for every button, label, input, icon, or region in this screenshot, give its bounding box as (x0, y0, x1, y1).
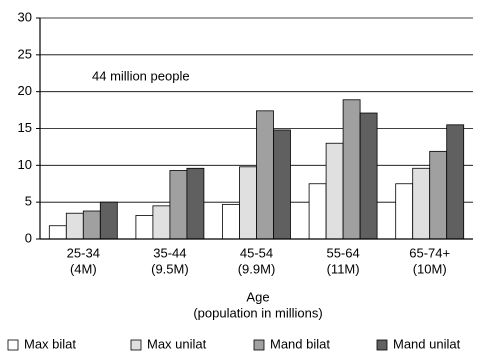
y-tick-label: 5 (25, 194, 32, 209)
y-tick-label: 30 (18, 9, 32, 24)
y-tick-label: 15 (18, 120, 32, 135)
bar (256, 110, 274, 240)
legend-swatch (253, 339, 265, 351)
legend-swatch (130, 339, 142, 351)
bar (239, 166, 257, 240)
x-tick-label: (10M) (413, 261, 447, 276)
x-tick-label: 65-74+ (409, 245, 450, 260)
x-tick-label: 45-54 (240, 245, 273, 260)
x-axis-label: (population in millions) (193, 305, 322, 320)
bar (99, 201, 118, 240)
y-tick-label: 10 (18, 157, 32, 172)
x-tick-label: (9.9M) (238, 261, 276, 276)
x-tick-label: (4M) (70, 261, 97, 276)
bar (412, 167, 431, 240)
legend-label: Max bilat (24, 336, 76, 351)
x-tick-label: 35-44 (153, 245, 186, 260)
y-tick-label: 25 (18, 46, 32, 61)
bar (135, 215, 154, 240)
bar (325, 142, 344, 240)
annotation: 44 million people (92, 68, 190, 83)
bar (222, 203, 240, 240)
x-tick-label: 25-34 (67, 245, 100, 260)
bar (359, 112, 378, 240)
x-axis-label: Age (246, 289, 269, 304)
y-tick-label: 20 (18, 83, 32, 98)
bar (65, 212, 84, 240)
bar (273, 129, 291, 240)
x-tick-label: 55-64 (326, 245, 359, 260)
bar (152, 205, 171, 240)
bar (308, 183, 327, 240)
bar (186, 167, 205, 240)
x-tick-label: (11M) (327, 261, 360, 276)
bar (48, 225, 67, 240)
bar (446, 124, 465, 240)
bar (342, 99, 361, 240)
bar (82, 210, 101, 240)
y-tick-label: 0 (25, 230, 32, 245)
bar (169, 170, 188, 240)
bar (395, 183, 414, 240)
legend-label: Max unilat (147, 336, 207, 351)
legend-label: Mand bilat (270, 336, 330, 351)
legend-label: Mand unilat (393, 336, 461, 351)
legend-swatch (376, 339, 388, 351)
legend-swatch (7, 339, 19, 351)
x-tick-label: (9.5M) (151, 261, 189, 276)
bar (429, 150, 448, 240)
